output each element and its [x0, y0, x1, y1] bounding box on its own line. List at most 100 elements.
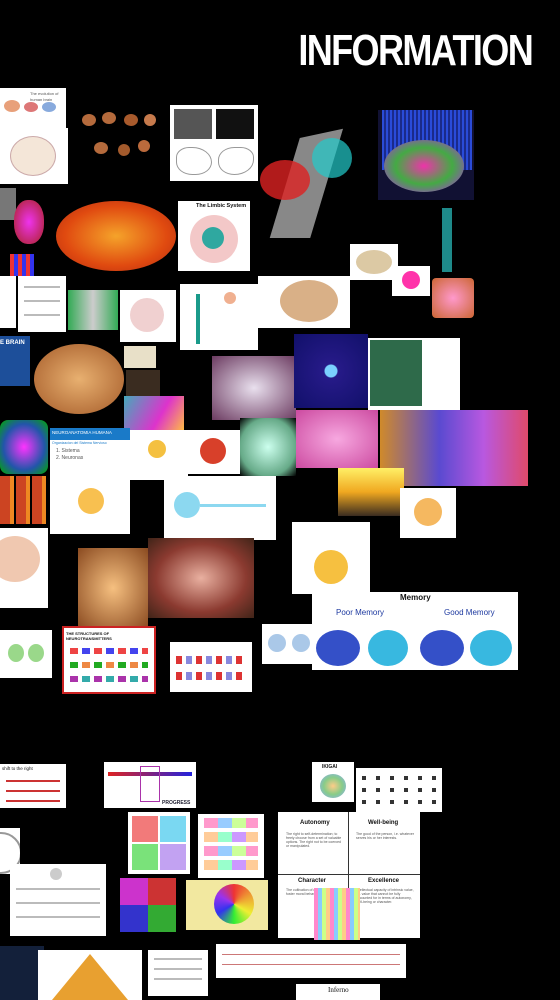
brain-color-mri-card[interactable] — [14, 200, 44, 244]
brain-samples-card[interactable] — [74, 104, 166, 168]
synapse-comparison-card[interactable] — [262, 624, 316, 664]
brain-lateral-card[interactable] — [258, 276, 350, 328]
structures-card[interactable]: THE STRUCTURES OF NEUROTRANSMITTERS — [62, 626, 156, 694]
structure-row — [70, 662, 148, 668]
neuron-poster-card[interactable] — [368, 338, 460, 410]
pink-neuron-card[interactable] — [296, 410, 378, 468]
tractography-card[interactable] — [50, 195, 182, 285]
brain-coronal-icon — [130, 298, 164, 332]
hippocampus-sketch — [176, 147, 212, 175]
color-stripes-card[interactable] — [314, 888, 360, 940]
mri-scan-card[interactable] — [68, 290, 118, 330]
brain-sketch-icon — [10, 136, 56, 176]
ikigai-venn — [320, 774, 346, 798]
table-row — [204, 832, 258, 842]
brain-scans-card[interactable] — [0, 476, 48, 524]
structure-row — [70, 676, 148, 682]
brain-section-card[interactable] — [350, 244, 398, 280]
structures-title: THE STRUCTURES OF NEUROTRANSMITTERS — [66, 631, 112, 641]
emotion-quadrant-card[interactable] — [120, 878, 176, 932]
blue-neuron-card[interactable] — [294, 334, 368, 408]
wellbeing-text: The good of the person, i.e. whatever se… — [356, 832, 414, 840]
limbic-system-card[interactable]: The Limbic System — [178, 201, 250, 271]
quadrant-hline — [278, 874, 420, 875]
shift-chart-card[interactable]: shift to the right — [0, 764, 66, 808]
colored-cortex-card[interactable] — [124, 396, 184, 430]
brain-mri-card[interactable] — [0, 188, 16, 220]
pyramid-card[interactable] — [38, 950, 142, 1000]
autonomy-label: Autonomy — [300, 820, 330, 826]
dissected-brain-card[interactable] — [32, 338, 124, 422]
brain-lobes-card[interactable] — [10, 254, 34, 276]
neuron-3d-card[interactable] — [252, 120, 362, 238]
neuron-zoom-card[interactable] — [400, 488, 456, 538]
ikigai-card[interactable]: IKIGAI — [312, 762, 354, 802]
brain-thumb — [24, 102, 38, 112]
tractography-mass — [56, 201, 176, 271]
neuron-diagram — [78, 488, 104, 514]
character-label: Character — [298, 878, 327, 884]
brain-glow-card[interactable] — [432, 278, 474, 318]
flowchart-logo — [50, 868, 62, 880]
timeline-row — [222, 954, 400, 955]
receptor-icon — [28, 644, 44, 662]
spinal-neurons-card[interactable] — [418, 206, 474, 276]
synapse-steps-card[interactable] — [170, 642, 252, 692]
synapse-card[interactable] — [188, 430, 240, 474]
synapse-diagram — [368, 630, 408, 666]
table-doc-card[interactable] — [148, 950, 208, 996]
brain-banner-card[interactable]: E BRAIN — [0, 336, 30, 386]
steps-row — [176, 656, 246, 664]
neuroanatomy-card[interactable]: NEUROANATOMIA HUMANA Organizacion del Si… — [50, 428, 130, 534]
color-table-card[interactable] — [198, 814, 264, 878]
timeline-card[interactable] — [216, 944, 406, 978]
timeline-row — [222, 964, 400, 965]
excellence-label: Excellence — [368, 878, 400, 884]
brain-thumb — [42, 102, 56, 112]
memory-card[interactable]: Memory Poor Memory Good Memory — [312, 592, 518, 670]
text-page-card[interactable] — [124, 346, 156, 368]
neuroanatomy-title: NEUROANATOMIA HUMANA — [52, 430, 112, 435]
synapse-3d-card[interactable] — [380, 410, 528, 486]
shift-label: shift to the right — [2, 766, 33, 771]
brain-coronal-card[interactable] — [120, 290, 176, 342]
neuron-type-icon — [148, 440, 166, 458]
shift-arrow — [6, 800, 60, 802]
color-quadrant-card[interactable] — [128, 812, 190, 874]
microscopy-card[interactable] — [170, 105, 258, 181]
colorful-3d-card[interactable] — [378, 110, 474, 200]
neuron-cyan-shape — [312, 138, 352, 178]
brain-section-icon — [356, 250, 392, 274]
autonomy-text: The right to self-determination; to free… — [286, 832, 342, 848]
bottom-dark-card[interactable] — [0, 946, 44, 1000]
neuron-structure-card[interactable] — [164, 476, 276, 540]
neural-mass — [384, 140, 464, 192]
wheel-card[interactable] — [186, 880, 268, 930]
neuron-anatomy-card[interactable] — [180, 284, 258, 350]
neuroanatomy-header — [50, 428, 130, 440]
neurotransmitter-release-card[interactable] — [292, 522, 370, 594]
tissue-card[interactable] — [148, 538, 254, 618]
yellow-synapse-card[interactable] — [338, 468, 404, 516]
brain-diagram-card[interactable] — [0, 276, 16, 328]
flowchart-card[interactable] — [10, 864, 106, 936]
neuron-illustration-card[interactable] — [78, 548, 148, 628]
ear-card[interactable] — [392, 266, 430, 296]
ikigai-title: IKIGAI — [322, 764, 338, 770]
brain-slices-card[interactable] — [18, 276, 66, 332]
comparison-icon — [292, 634, 310, 652]
brain-sagittal-card[interactable] — [0, 528, 48, 608]
brain-evolution-card[interactable]: The evolution of human brain — [0, 88, 66, 128]
brain-tract-card[interactable] — [0, 420, 48, 474]
receptor-card[interactable] — [0, 630, 52, 678]
wheel-icon — [214, 884, 254, 924]
glia-card[interactable] — [240, 418, 296, 476]
brain-sketch-card[interactable] — [0, 128, 68, 184]
progress-card[interactable]: PROGRESS — [104, 762, 196, 808]
icon-grid-card[interactable] — [356, 768, 442, 812]
neuron-types-card[interactable] — [130, 430, 188, 480]
neural-network-card[interactable] — [212, 356, 296, 420]
brain-evolution-label: The evolution of human brain — [30, 91, 59, 102]
inferno-card[interactable]: Inferno — [296, 984, 380, 1000]
dark-brain-card[interactable] — [126, 370, 160, 396]
